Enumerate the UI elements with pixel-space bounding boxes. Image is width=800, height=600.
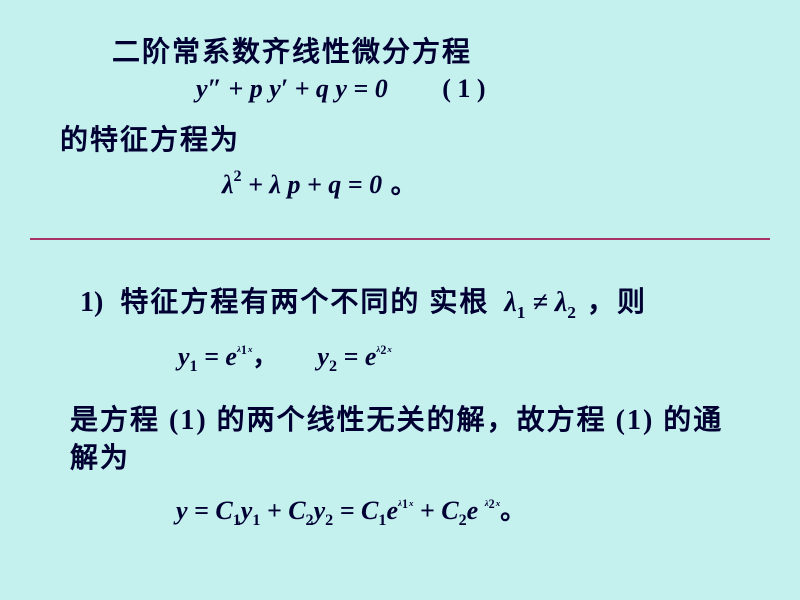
case1-text-b: ，则 — [587, 287, 647, 318]
case1-text-line2: 解为 — [70, 436, 130, 476]
gs-plus-c2b: + C — [413, 496, 458, 525]
gs-e1: e — [386, 496, 398, 525]
gs-y-eq-c: y = C — [176, 496, 233, 525]
y2-exp-x: x — [387, 344, 391, 354]
gs-e2: e — [467, 496, 479, 525]
eq1-lhs: y″ + p y′ + q y = 0 — [196, 74, 388, 103]
y2-exp-sub: 2 — [380, 343, 386, 357]
char-exp-2: 2 — [234, 168, 242, 185]
equation-1: y″ + p y′ + q y = 0 ( 1 ) — [196, 74, 486, 104]
gs-c1b-sub: 1 — [378, 512, 386, 529]
char-eq-intro: 的特征方程为 — [60, 118, 240, 158]
case1-heading: 1) 特征方程有两个不同的 实根 λ1 ≠ λ2 ，则 — [80, 280, 647, 323]
title-line: 二阶常系数齐线性微分方程 — [112, 30, 472, 70]
case1-sub2: 2 — [567, 303, 576, 322]
y2-exp: λ2x — [376, 339, 391, 356]
char-mid: + λ p + q = 0 — [242, 170, 383, 199]
general-solution: y = C1y1 + C2y2 = C1eλ1x + C2e λ2x。 — [176, 490, 528, 530]
y2-y: y — [317, 342, 329, 371]
gs-y1-sub: 1 — [252, 512, 260, 529]
gs-e1-s: 1 — [402, 497, 408, 511]
gs-plus-c2: + C — [260, 496, 305, 525]
y2-sub: 2 — [329, 358, 337, 375]
characteristic-equation: λ2 + λ p + q = 0 。 — [222, 164, 419, 201]
gs-y1: y — [241, 496, 253, 525]
gs-eq-c1: = C — [333, 496, 378, 525]
gs-y2-sub: 2 — [325, 512, 333, 529]
gs-period: 。 — [500, 496, 528, 525]
gs-c2-sub: 2 — [306, 512, 314, 529]
case1-text-a: 特征方程有两个不同的 实根 — [120, 287, 489, 318]
y1-sub: 1 — [190, 358, 198, 375]
gs-e1-x: x — [409, 498, 413, 508]
char-lambda: λ — [222, 170, 234, 199]
case1-text-line1: 是方程 (1) 的两个线性无关的解，故方程 (1) 的通 — [70, 398, 723, 438]
char-period: 。 — [382, 170, 419, 199]
case1-lambda2: λ — [555, 287, 567, 318]
case1-sub1: 1 — [517, 303, 526, 322]
y1-y: y — [178, 342, 190, 371]
case1-num: 1) — [80, 287, 103, 318]
gs-c1-sub: 1 — [233, 512, 241, 529]
y1-exp-sub: 1 — [241, 343, 247, 357]
gs-y2: y — [314, 496, 326, 525]
sol-sep: ， — [252, 342, 280, 371]
y2-eq-e: = e — [337, 342, 376, 371]
gs-e2-s: 2 — [489, 497, 495, 511]
y1-exp-x: x — [248, 344, 252, 354]
gs-c2b-sub: 2 — [459, 512, 467, 529]
case1-lambda1: λ — [504, 287, 516, 318]
gs-e1-exp: λ1x — [398, 493, 413, 510]
y1-eq-e: = e — [198, 342, 237, 371]
y1-exp: λ1x — [237, 339, 252, 356]
gs-e2-exp: λ2x — [485, 493, 500, 510]
gs-e2-x: x — [496, 498, 500, 508]
eq1-label: ( 1 ) — [442, 74, 485, 103]
divider-rule — [30, 238, 770, 240]
case1-solutions: y1 = eλ1x， y2 = eλ2x — [178, 336, 392, 376]
case1-neq: ≠ — [525, 287, 554, 318]
